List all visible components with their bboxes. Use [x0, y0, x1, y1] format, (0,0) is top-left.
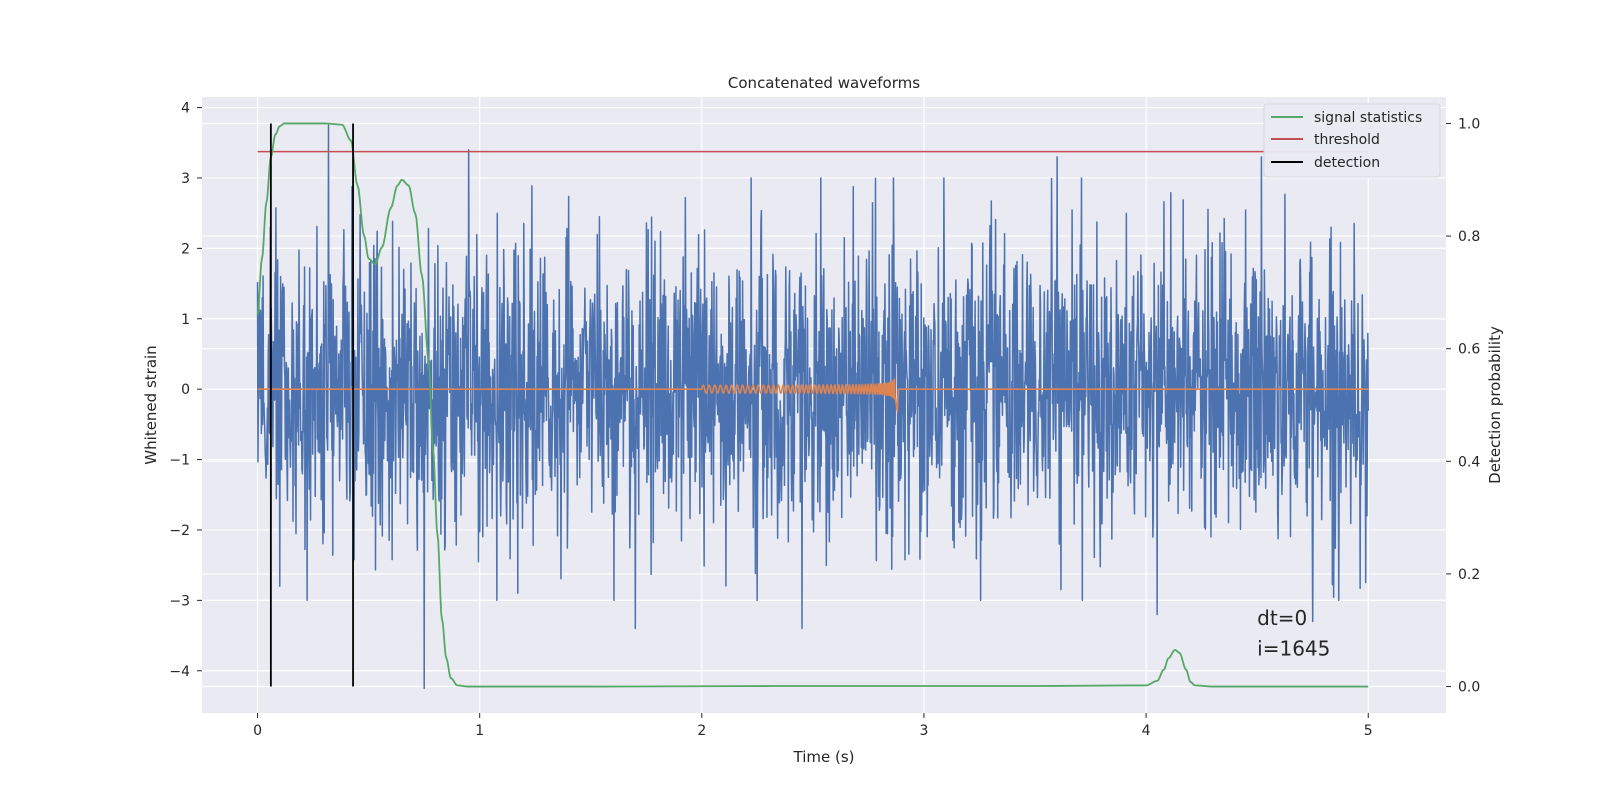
y-right-tick-label: 0.6	[1458, 342, 1480, 358]
y-tick-label: 1	[181, 312, 190, 328]
y-tick-label: −1	[169, 453, 190, 469]
y-tick-label: 2	[181, 241, 190, 257]
y-tick-label: 3	[181, 171, 190, 187]
y-right-tick-label: 0.0	[1458, 680, 1480, 696]
series-template-line	[257, 378, 1369, 413]
y-right-tick-label: 0.8	[1458, 229, 1480, 245]
x-tick-label: 5	[1364, 723, 1373, 739]
x-axis-label: Time (s)	[793, 748, 855, 766]
x-tick-label: 0	[253, 723, 262, 739]
legend: signal statistics threshold detection	[1263, 103, 1441, 178]
y-axis-label: Whitened strain	[142, 345, 160, 464]
chart-title: Concatenated waveforms	[728, 74, 920, 92]
y-right-tick-label: 1.0	[1458, 116, 1480, 132]
y-right-axis-label: Detection probability	[1486, 326, 1504, 484]
y-tick-label: 4	[181, 101, 190, 117]
annotation-dt: dt=0	[1257, 606, 1307, 630]
ticks-layer: 0 1 2 3 4 5 −4 −3 −2 −1 0 1 2 3 4 0.0 0.2 0.4 0.6 0.8 1.0	[169, 101, 1480, 739]
y-tick-label: −2	[169, 523, 190, 539]
y-right-tick-label: 0.4	[1458, 454, 1480, 470]
series-layer	[256, 122, 1369, 690]
x-tick-label: 4	[1142, 723, 1151, 739]
legend-label-threshold: threshold	[1314, 132, 1380, 148]
x-tick-label: 2	[697, 723, 706, 739]
x-tick-label: 3	[920, 723, 929, 739]
legend-label-detection: detection	[1314, 155, 1380, 171]
legend-label-signal-statistics: signal statistics	[1314, 110, 1422, 126]
series-signal-statistics-line	[256, 122, 1369, 688]
annotation-index: i=1645	[1257, 636, 1330, 660]
y-tick-label: −3	[169, 593, 190, 609]
legend-box	[1263, 103, 1441, 178]
series-strain-line	[256, 124, 1369, 690]
y-right-tick-label: 0.2	[1458, 567, 1480, 583]
x-tick-label: 1	[475, 723, 484, 739]
y-tick-label: 0	[181, 382, 190, 398]
y-tick-label: −4	[169, 664, 190, 680]
